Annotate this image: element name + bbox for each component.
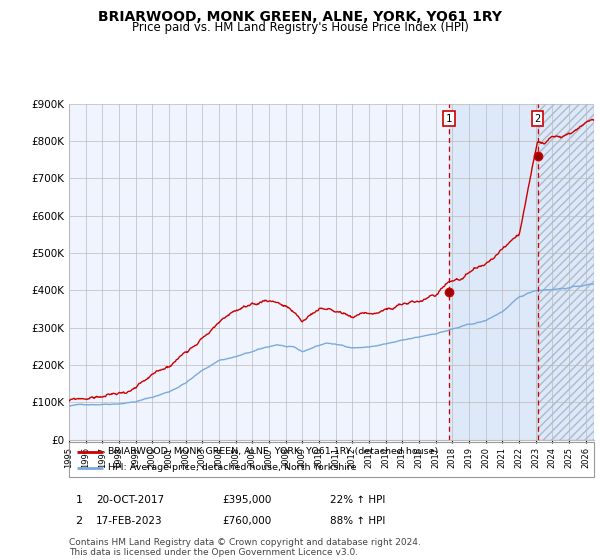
- Text: 2: 2: [535, 114, 541, 124]
- Text: 2: 2: [76, 516, 82, 526]
- Text: 22% ↑ HPI: 22% ↑ HPI: [330, 494, 385, 505]
- Text: 20-OCT-2017: 20-OCT-2017: [96, 494, 164, 505]
- Bar: [449, 104, 538, 440]
- Text: 17-FEB-2023: 17-FEB-2023: [96, 516, 163, 526]
- Text: HPI: Average price, detached house, North Yorkshire: HPI: Average price, detached house, Nort…: [109, 463, 357, 472]
- Text: BRIARWOOD, MONK GREEN, ALNE, YORK, YO61 1RY: BRIARWOOD, MONK GREEN, ALNE, YORK, YO61 …: [98, 10, 502, 24]
- Text: 88% ↑ HPI: 88% ↑ HPI: [330, 516, 385, 526]
- Text: £760,000: £760,000: [222, 516, 271, 526]
- Text: Contains HM Land Registry data © Crown copyright and database right 2024.
This d: Contains HM Land Registry data © Crown c…: [69, 538, 421, 557]
- Text: 1: 1: [446, 114, 452, 124]
- Text: Price paid vs. HM Land Registry's House Price Index (HPI): Price paid vs. HM Land Registry's House …: [131, 21, 469, 34]
- Bar: [538, 104, 594, 440]
- Text: 1: 1: [76, 494, 82, 505]
- Text: BRIARWOOD, MONK GREEN, ALNE, YORK, YO61 1RY (detached house): BRIARWOOD, MONK GREEN, ALNE, YORK, YO61 …: [109, 447, 439, 456]
- Bar: [538, 104, 594, 440]
- Text: £395,000: £395,000: [222, 494, 271, 505]
